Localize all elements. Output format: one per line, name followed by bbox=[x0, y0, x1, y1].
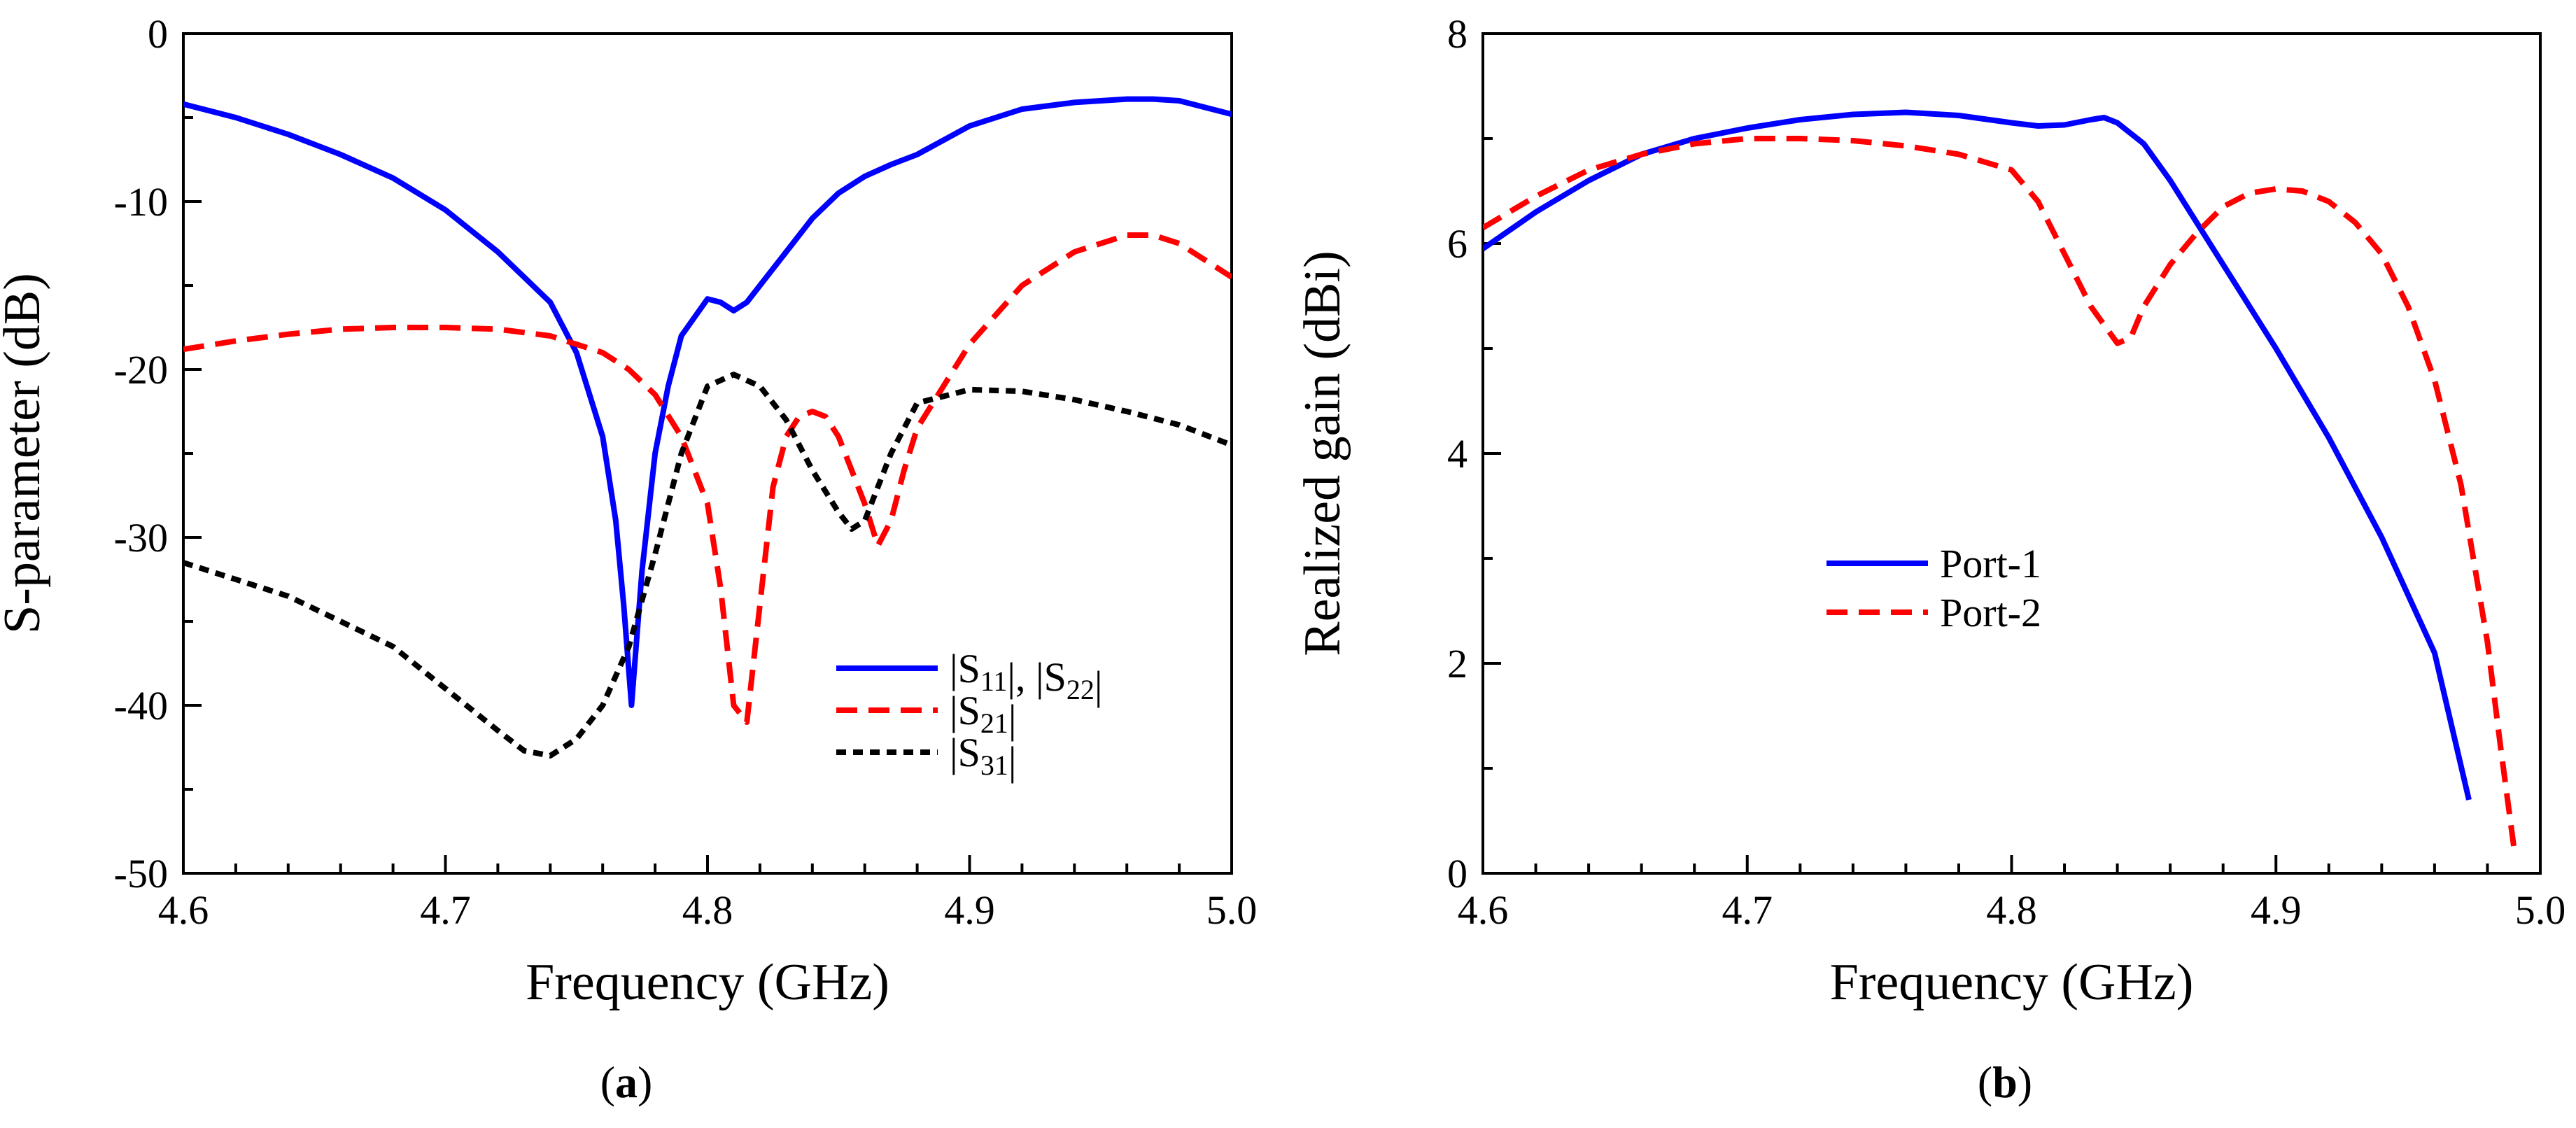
chart-a-subfigure-label: (a) bbox=[600, 1057, 653, 1107]
chart-b-y-tick-label: 2 bbox=[1447, 641, 1468, 686]
chart-a-y-axis-title: S-parameter (dB) bbox=[0, 273, 51, 634]
chart-b-series-line-1 bbox=[1483, 109, 2472, 801]
chart-a-y-tick-label: -40 bbox=[114, 683, 168, 728]
chart-b-legend-label-2: Port-2 bbox=[1940, 590, 2041, 635]
chart-a-y-tick-label: -50 bbox=[114, 851, 168, 896]
chart-a-y-tick-label: -30 bbox=[114, 515, 168, 561]
chart-a-s-parameter: 4.6 4.7 4.8 4.9 5.0 0 -10 -20 -30 -40 -50 Frequency… bbox=[0, 11, 1257, 1107]
chart-b-y-tick-label: 0 bbox=[1447, 851, 1468, 896]
chart-b-x-axis-title: Frequency (GHz) bbox=[1830, 954, 2194, 1011]
chart-b-realized-gain: 4.6 4.7 4.8 4.9 5.0 0 2 4 6 8 Frequency (GHz) Reali… bbox=[1294, 11, 2566, 1107]
chart-a-x-tick-label: 4.9 bbox=[944, 887, 995, 933]
chart-b-plot-frame bbox=[1481, 32, 2542, 875]
chart-b-x-tick-label: 4.6 bbox=[1458, 887, 1509, 933]
chart-a-legend-label-1: |S11|, |S22| bbox=[950, 646, 1103, 708]
chart-a-x-tick-label: 5.0 bbox=[1206, 887, 1258, 933]
chart-a-series-line-1 bbox=[183, 96, 1232, 708]
chart-a-x-tick-label: 4.8 bbox=[682, 887, 733, 933]
chart-a-legend-label-3: |S31| bbox=[950, 730, 1017, 784]
chart-a-y-tick-label: 0 bbox=[148, 11, 168, 57]
chart-a-plot-frame bbox=[182, 32, 1233, 875]
chart-b-x-tick-label: 5.0 bbox=[2515, 887, 2566, 933]
chart-b-subfigure-label: (b) bbox=[1978, 1057, 2032, 1107]
chart-b-series-line-2 bbox=[1483, 136, 2517, 848]
chart-a-series-line-2 bbox=[183, 232, 1232, 725]
chart-b-y-axis-title: Realized gain (dBi) bbox=[1294, 251, 1351, 656]
chart-a-y-tick-label: -20 bbox=[114, 347, 168, 393]
chart-a-series-line-3 bbox=[183, 372, 1232, 759]
chart-b-y-tick-label: 6 bbox=[1447, 221, 1468, 267]
chart-a-x-axis-title: Frequency (GHz) bbox=[526, 954, 889, 1011]
chart-a-legend-label-2: |S21| bbox=[950, 688, 1017, 742]
chart-a-x-tick-label: 4.7 bbox=[420, 887, 471, 933]
chart-a-x-tick-label: 4.6 bbox=[158, 887, 209, 933]
chart-b-y-tick-label: 4 bbox=[1447, 431, 1468, 477]
chart-a-y-tick-label: -10 bbox=[114, 179, 168, 225]
chart-b-legend-label-1: Port-1 bbox=[1940, 541, 2041, 586]
chart-b-x-tick-label: 4.7 bbox=[1722, 887, 1773, 933]
chart-b-x-tick-label: 4.8 bbox=[1986, 887, 2037, 933]
chart-b-x-tick-label: 4.9 bbox=[2251, 887, 2302, 933]
chart-b-y-tick-label: 8 bbox=[1447, 11, 1468, 57]
